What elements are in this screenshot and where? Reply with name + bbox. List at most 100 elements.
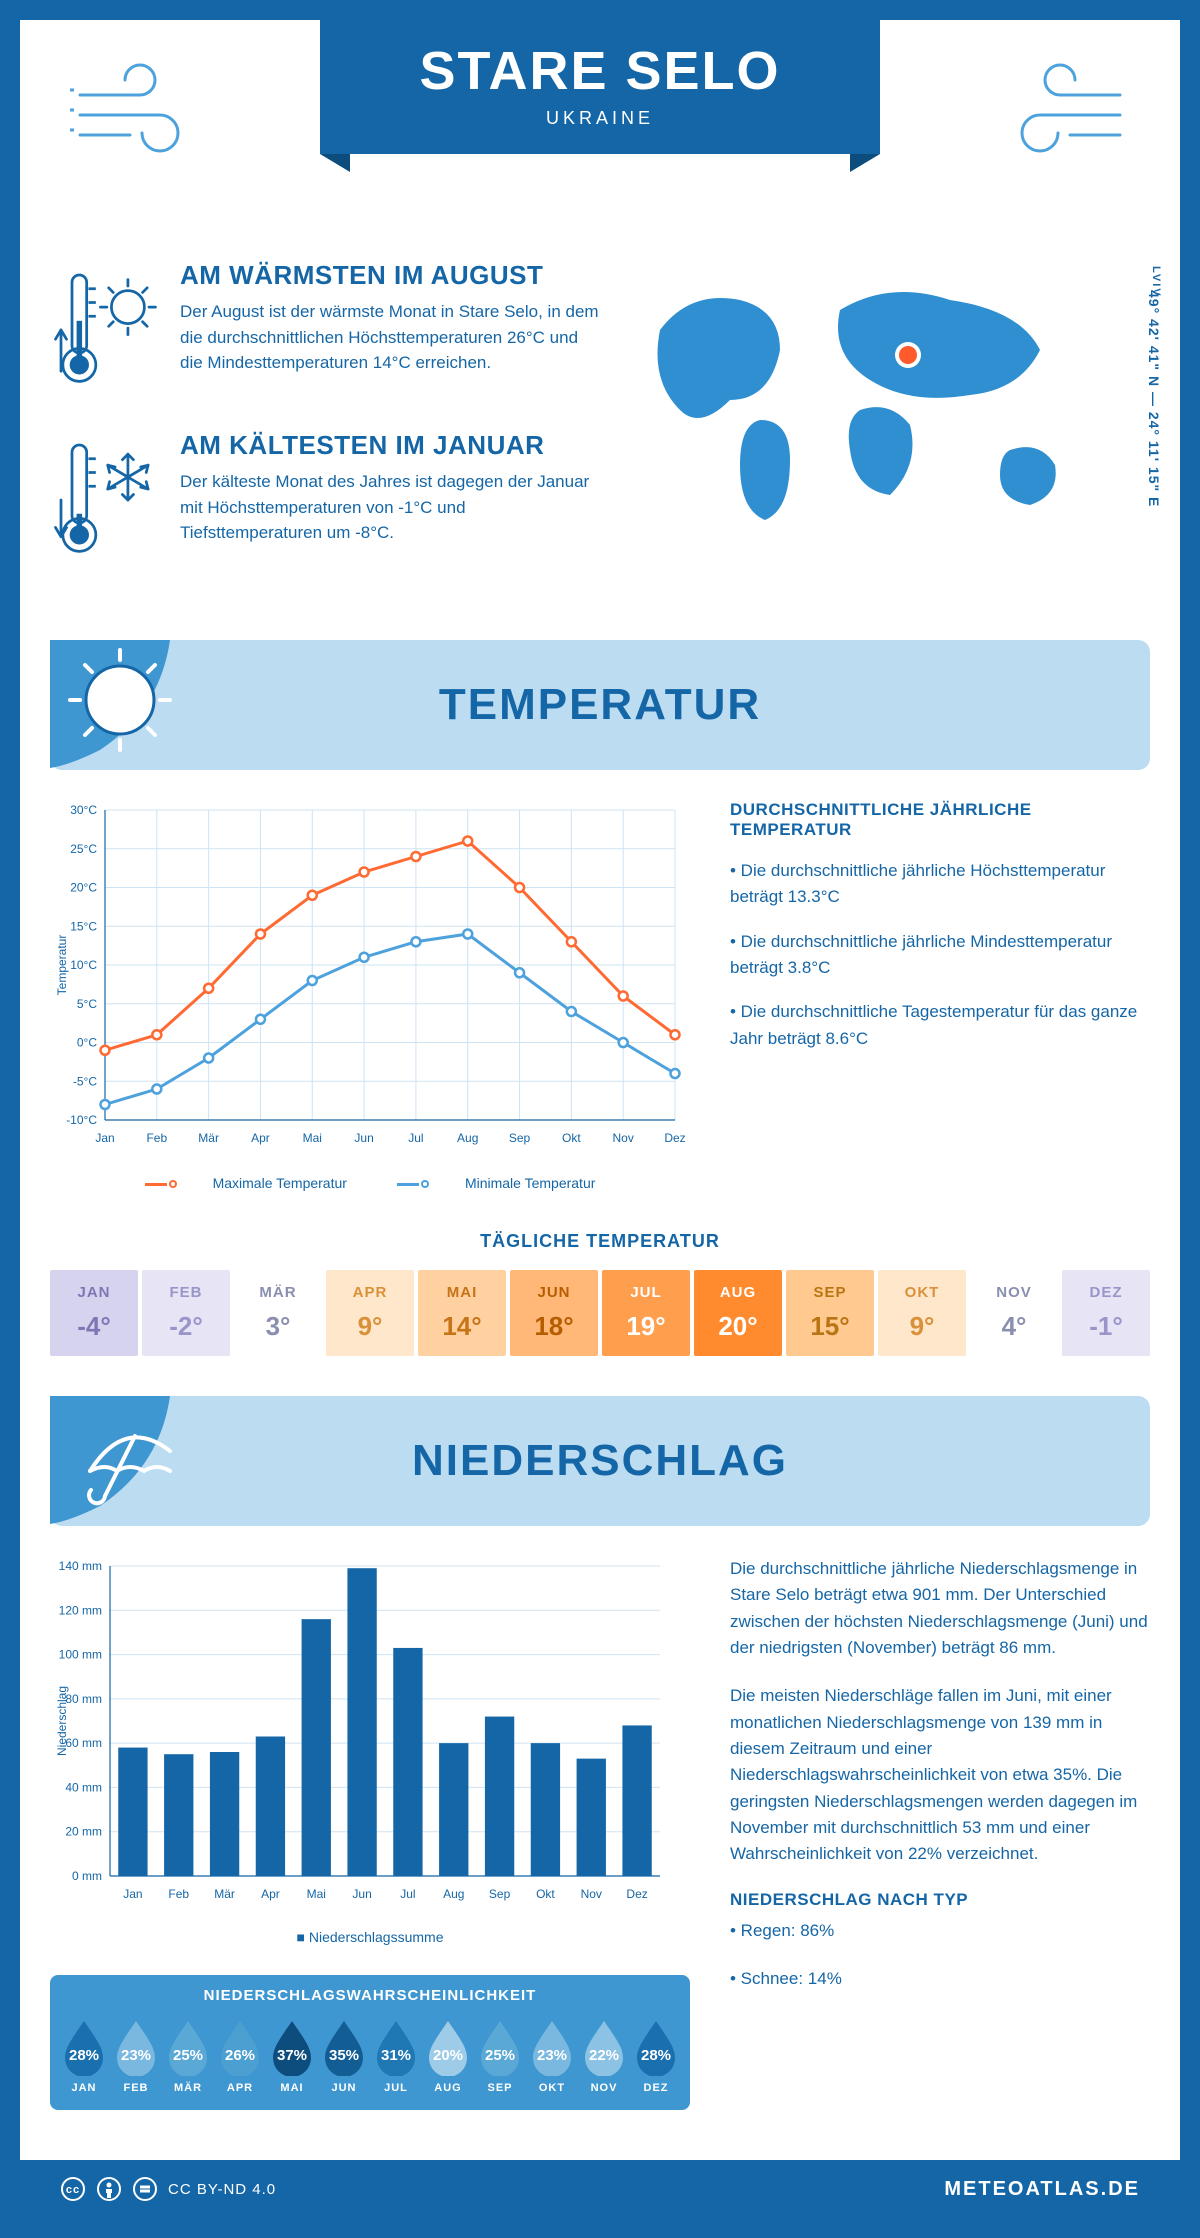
- precip-banner: NIEDERSCHLAG: [50, 1396, 1150, 1526]
- svg-text:Okt: Okt: [562, 1131, 581, 1145]
- cold-text: Der kälteste Monat des Jahres ist dagege…: [180, 469, 600, 546]
- header: STARE SELO UKRAINE: [50, 20, 1150, 250]
- cold-fact: AM KÄLTESTEN IM JANUAR Der kälteste Mona…: [50, 430, 610, 570]
- svg-text:37%: 37%: [277, 2047, 307, 2064]
- prob-drop: 20% AUG: [424, 2018, 472, 2094]
- svg-text:100 mm: 100 mm: [59, 1648, 102, 1662]
- svg-text:Apr: Apr: [261, 1887, 280, 1901]
- svg-text:Dez: Dez: [626, 1887, 647, 1901]
- cold-title: AM KÄLTESTEN IM JANUAR: [180, 430, 600, 461]
- svg-text:0 mm: 0 mm: [72, 1869, 102, 1883]
- svg-text:Apr: Apr: [251, 1131, 270, 1145]
- umbrella-icon: [50, 1396, 220, 1526]
- svg-text:Jan: Jan: [123, 1887, 142, 1901]
- daily-cell: AUG20°: [694, 1270, 782, 1356]
- svg-text:25%: 25%: [173, 2047, 203, 2064]
- thermometer-snow-icon: [50, 430, 160, 570]
- svg-text:Nov: Nov: [613, 1131, 634, 1145]
- prob-drop: 23% FEB: [112, 2018, 160, 2094]
- sun-icon: [50, 640, 220, 770]
- svg-text:Mär: Mär: [214, 1887, 235, 1901]
- svg-text:30°C: 30°C: [70, 803, 97, 817]
- precip-text: Die durchschnittliche jährliche Niedersc…: [730, 1556, 1150, 2110]
- wind-icon: [70, 55, 220, 175]
- svg-text:10°C: 10°C: [70, 958, 97, 972]
- svg-text:Dez: Dez: [664, 1131, 685, 1145]
- temp-heading: TEMPERATUR: [439, 680, 761, 730]
- daily-cell: JAN-4°: [50, 1270, 138, 1356]
- svg-text:0°C: 0°C: [77, 1036, 97, 1050]
- svg-text:Nov: Nov: [581, 1887, 602, 1901]
- svg-text:25°C: 25°C: [70, 842, 97, 856]
- svg-text:20%: 20%: [433, 2047, 463, 2064]
- svg-text:Mai: Mai: [303, 1131, 322, 1145]
- precip-bar-chart: 0 mm20 mm40 mm60 mm80 mm100 mm120 mm140 …: [50, 1556, 670, 1916]
- daily-cell: FEB-2°: [142, 1270, 230, 1356]
- thermometer-sun-icon: [50, 260, 160, 400]
- svg-text:Niederschlag: Niederschlag: [55, 1686, 69, 1756]
- prob-drop: 35% JUN: [320, 2018, 368, 2094]
- svg-text:-5°C: -5°C: [73, 1074, 97, 1088]
- daily-cell: NOV4°: [970, 1270, 1058, 1356]
- footer: cc CC BY-ND 4.0 METEOATLAS.DE: [20, 2160, 1180, 2218]
- svg-text:Mär: Mär: [198, 1131, 219, 1145]
- temp-legend: Maximale Temperatur Minimale Temperatur: [50, 1175, 690, 1191]
- svg-text:31%: 31%: [381, 2047, 411, 2064]
- precip-probability: NIEDERSCHLAGSWAHRSCHEINLICHKEIT 28% JAN …: [50, 1975, 690, 2110]
- svg-text:Jun: Jun: [354, 1131, 373, 1145]
- svg-text:120 mm: 120 mm: [59, 1603, 102, 1617]
- svg-text:-10°C: -10°C: [66, 1113, 97, 1127]
- svg-text:cc: cc: [66, 2184, 80, 2196]
- precip-heading: NIEDERSCHLAG: [412, 1436, 788, 1486]
- svg-text:Sep: Sep: [509, 1131, 531, 1145]
- svg-text:40 mm: 40 mm: [65, 1780, 102, 1794]
- warm-text: Der August ist der wärmste Monat in Star…: [180, 299, 600, 376]
- svg-text:Jul: Jul: [408, 1131, 423, 1145]
- svg-text:Temperatur: Temperatur: [55, 935, 69, 996]
- svg-text:Aug: Aug: [457, 1131, 478, 1145]
- daily-temp-table: JAN-4° FEB-2° MÄR3° APR9° MAI14° JUN18° …: [50, 1270, 1150, 1356]
- svg-text:28%: 28%: [641, 2047, 671, 2064]
- world-map: LVIV 49° 42' 41" N — 24° 11' 15" E: [640, 260, 1150, 600]
- temp-banner: TEMPERATUR: [50, 640, 1150, 770]
- svg-text:Jun: Jun: [352, 1887, 371, 1901]
- prob-drop: 25% SEP: [476, 2018, 524, 2094]
- country-label: UKRAINE: [360, 108, 840, 129]
- wind-icon: [980, 55, 1130, 175]
- svg-text:28%: 28%: [69, 2047, 99, 2064]
- daily-cell: JUN18°: [510, 1270, 598, 1356]
- prob-drop: 28% JAN: [60, 2018, 108, 2094]
- svg-text:15°C: 15°C: [70, 919, 97, 933]
- temperature-line-chart: -10°C-5°C0°C5°C10°C15°C20°C25°C30°CJanFe…: [50, 800, 690, 1191]
- svg-text:20 mm: 20 mm: [65, 1825, 102, 1839]
- prob-drop: 31% JUL: [372, 2018, 420, 2094]
- prob-drop: 22% NOV: [580, 2018, 628, 2094]
- svg-text:140 mm: 140 mm: [59, 1559, 102, 1573]
- svg-text:Aug: Aug: [443, 1887, 464, 1901]
- daily-cell: MÄR3°: [234, 1270, 322, 1356]
- prob-drop: 25% MÄR: [164, 2018, 212, 2094]
- daily-cell: DEZ-1°: [1062, 1270, 1150, 1356]
- coords-label: 49° 42' 41" N — 24° 11' 15" E: [1146, 290, 1162, 507]
- svg-text:23%: 23%: [121, 2047, 151, 2064]
- daily-cell: MAI14°: [418, 1270, 506, 1356]
- svg-text:25%: 25%: [485, 2047, 515, 2064]
- prob-drop: 28% DEZ: [632, 2018, 680, 2094]
- title-ribbon: STARE SELO UKRAINE: [320, 20, 880, 154]
- svg-text:Okt: Okt: [536, 1887, 555, 1901]
- svg-text:Sep: Sep: [489, 1887, 511, 1901]
- svg-text:Feb: Feb: [146, 1131, 167, 1145]
- daily-cell: JUL19°: [602, 1270, 690, 1356]
- svg-text:20°C: 20°C: [70, 881, 97, 895]
- svg-text:60 mm: 60 mm: [65, 1736, 102, 1750]
- prob-drop: 37% MAI: [268, 2018, 316, 2094]
- svg-text:Jan: Jan: [95, 1131, 114, 1145]
- svg-text:Jul: Jul: [400, 1887, 415, 1901]
- warm-fact: AM WÄRMSTEN IM AUGUST Der August ist der…: [50, 260, 610, 400]
- precip-legend: Niederschlagssumme: [50, 1929, 690, 1945]
- daily-cell: OKT9°: [878, 1270, 966, 1356]
- brand: METEOATLAS.DE: [944, 2178, 1140, 2201]
- daily-cell: SEP15°: [786, 1270, 874, 1356]
- daily-title: TÄGLICHE TEMPERATUR: [50, 1231, 1150, 1252]
- svg-text:35%: 35%: [329, 2047, 359, 2064]
